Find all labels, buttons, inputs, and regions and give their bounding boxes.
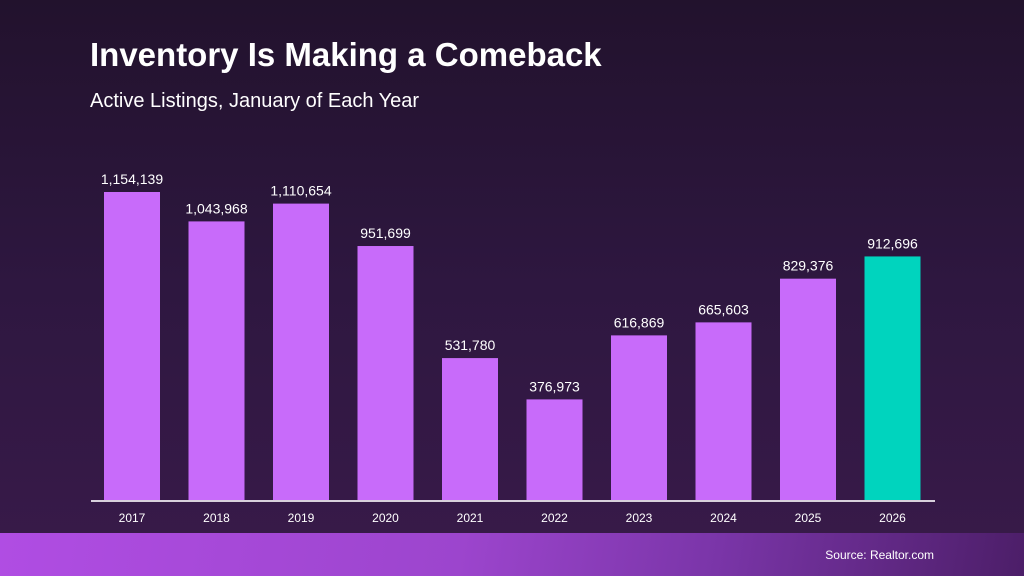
data-label: 665,603: [698, 301, 749, 317]
bar-2025: [780, 278, 836, 500]
x-tick-label: 2026: [879, 511, 906, 525]
bar-2017: [104, 192, 160, 500]
data-label: 616,869: [614, 314, 665, 330]
x-tick-label: 2021: [457, 511, 484, 525]
data-label: 912,696: [867, 235, 918, 251]
bar-2023: [611, 335, 667, 500]
x-tick-label: 2025: [795, 511, 822, 525]
x-tick-label: 2018: [203, 511, 230, 525]
source-note: Source: Realtor.com: [825, 548, 934, 562]
bar-2022: [526, 399, 583, 500]
x-tick-label: 2020: [372, 511, 399, 525]
data-label: 1,110,654: [270, 183, 331, 199]
bar-2018: [188, 221, 245, 500]
chart-title: Inventory Is Making a Comeback: [90, 36, 602, 73]
bar-2019: [273, 203, 329, 500]
x-tick-label: 2024: [710, 511, 737, 525]
x-tick-label: 2022: [541, 511, 568, 525]
data-label: 829,376: [783, 258, 834, 274]
data-label: 1,043,968: [185, 200, 247, 216]
x-tick-label: 2019: [288, 511, 315, 525]
data-label: 531,780: [445, 337, 496, 353]
data-label: 951,699: [360, 225, 411, 241]
bar-2026: [864, 256, 921, 500]
x-tick-label: 2017: [119, 511, 146, 525]
chart-subtitle: Active Listings, January of Each Year: [90, 90, 420, 112]
bar-2020: [357, 246, 414, 500]
bar-2024: [695, 322, 752, 500]
footer-band: Source: Realtor.com: [0, 533, 1024, 576]
data-label: 376,973: [529, 378, 580, 394]
data-label: 1,154,139: [101, 171, 163, 187]
bar-2021: [442, 358, 498, 500]
x-tick-label: 2023: [626, 511, 653, 525]
